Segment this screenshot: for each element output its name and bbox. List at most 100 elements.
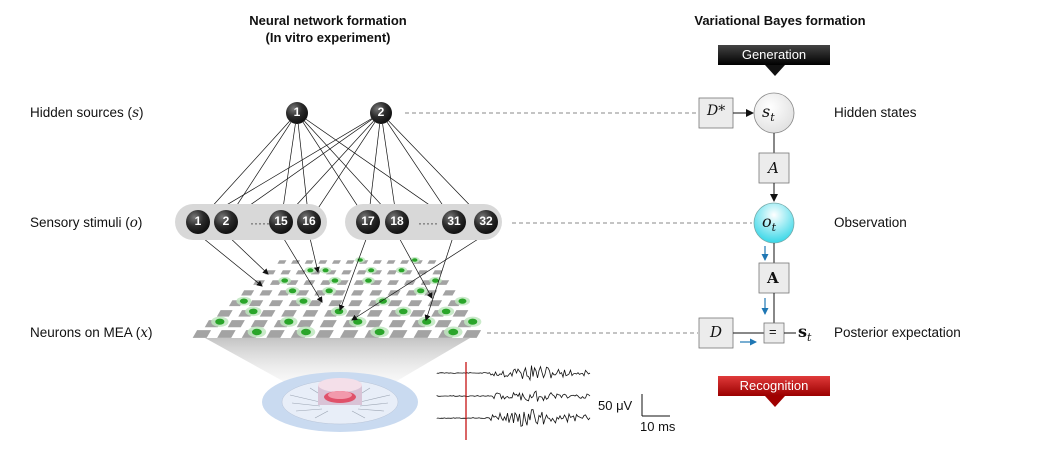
neuron [284,318,294,325]
mea-electrode [248,300,264,307]
neuron [432,278,439,283]
mea-electrode [241,290,255,296]
mea-electrode [328,300,343,307]
stimulus-node-31-circle [442,210,466,234]
mea-electrode [372,260,382,264]
mea-electrode [303,280,316,285]
stimulus-node-17-label: 17 [361,214,375,228]
mea-electrode [281,310,297,317]
mea-electrode [387,280,399,285]
equals-label: = [769,324,777,339]
mea-electrode [366,310,383,317]
source-edge [388,120,479,215]
mea-electrode [259,310,276,317]
recognition-banner [718,376,830,396]
neuron [368,268,375,273]
electrode-edge [338,233,369,311]
neuron [448,328,459,336]
neuron [281,278,289,283]
d-star-box [698,97,734,129]
source-node-1-circle [286,102,308,124]
mea-electrode [216,310,233,317]
stimulus-ellipsis-left: ····· [250,216,270,230]
source-edge [382,123,398,212]
mea-electrode [227,320,245,328]
source-edge [232,122,292,213]
neuron [417,288,425,294]
source-edge [234,119,373,216]
neuron [301,328,311,336]
neuron [365,278,372,283]
source-node-2-label: 2 [377,105,385,119]
mea-electrode [387,300,403,307]
source-edge [297,123,311,212]
mea-electrode [302,310,319,317]
mea-electrode [350,290,365,296]
neuron [307,268,314,273]
mea-electrode [277,260,287,264]
stimulus-node-15-circle [269,210,293,234]
neuron [458,298,467,304]
d-box [698,317,734,349]
stimulus-node-18-label: 18 [390,214,404,228]
mea-electrode [400,260,410,264]
source-edge [367,123,381,212]
mea-electrode [442,290,456,296]
mea-electrode [389,330,408,338]
source-node-2-circle [370,102,392,124]
dashed-connectors [405,112,752,334]
electrode-edge [225,233,269,275]
scale-bar [641,394,670,417]
neuron [288,288,297,294]
mea-electrode [427,300,443,307]
observation-label: Observation [834,215,907,230]
neuron [249,308,258,315]
neuron [379,298,387,304]
stimulus-node-18-circle [385,210,409,234]
stimulus-group-right [345,204,502,240]
neuron [374,328,385,336]
left-header-line1: Neural network formation [249,13,407,28]
mea-electrode [386,260,396,264]
mea-electrode [265,270,276,275]
mea-electrode [388,320,406,328]
stimulus-node-2-label: 2 [222,214,230,228]
generation-arrow-icon [765,65,785,76]
source-edge [205,120,290,214]
neuron [251,328,262,336]
source-edge [386,121,448,213]
neuron [398,268,405,273]
source-node-1-label: 1 [293,105,301,119]
neuron [239,298,248,304]
electrode-edge [197,233,263,287]
electrode-edge [424,233,455,321]
generation-banner [718,45,830,65]
neuron [412,258,418,262]
neuron [322,268,329,273]
neuron [331,278,339,283]
source-edge [315,121,376,213]
stimulus-node-16-circle [297,210,321,234]
mea-electrode [432,270,443,275]
neuron [468,318,478,325]
mea-electrode [427,260,437,264]
mea-electrode [217,330,236,338]
neuron [399,308,408,315]
stimulus-ellipsis-right: ····· [418,216,438,230]
stimulus-node-17-circle [356,210,380,234]
source-edge [288,120,374,214]
stimulus-node-16-label: 16 [302,214,316,228]
mea-electrode [452,310,469,317]
source-stimulus-edges [205,118,479,217]
mea-electrode [339,330,359,338]
hidden-sources-label: Hidden sources (s) [30,105,144,121]
spike-traces [436,362,591,440]
mea-electrode [331,260,341,264]
source-edge [305,118,445,216]
recognition-arrow-icon [765,396,785,407]
magnification-cone [205,338,470,385]
neuron [422,318,432,325]
voltage-scale-label: 50 μV [598,398,633,413]
